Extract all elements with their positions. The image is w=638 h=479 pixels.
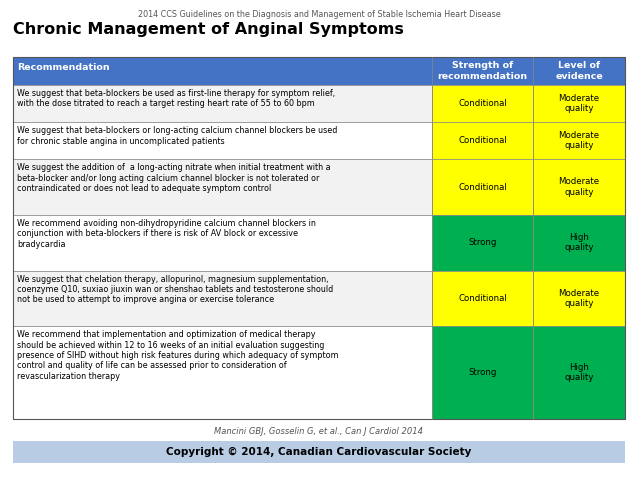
Text: Conditional: Conditional — [458, 136, 507, 145]
Bar — [432, 159, 533, 215]
Text: We suggest that chelation therapy, allopurinol, magnesium supplementation,
coenz: We suggest that chelation therapy, allop… — [17, 274, 333, 304]
Text: Conditional: Conditional — [458, 182, 507, 192]
Bar — [533, 326, 625, 419]
Bar — [432, 122, 533, 159]
Text: 2014 CCS Guidelines on the Diagnosis and Management of Stable Ischemia Heart Dis: 2014 CCS Guidelines on the Diagnosis and… — [138, 10, 500, 19]
Text: Level of
evidence: Level of evidence — [555, 61, 603, 80]
Text: We recommend that implementation and optimization of medical therapy
should be a: We recommend that implementation and opt… — [17, 330, 339, 381]
Text: We recommend avoiding non-dihydropyridine calcium channel blockers in
conjunctio: We recommend avoiding non-dihydropyridin… — [17, 219, 316, 249]
Bar — [432, 85, 533, 122]
Text: We suggest that beta-blockers be used as first-line therapy for symptom relief,
: We suggest that beta-blockers be used as… — [17, 89, 335, 108]
Text: Moderate
quality: Moderate quality — [558, 289, 600, 308]
Bar — [533, 122, 625, 159]
Text: Moderate
quality: Moderate quality — [558, 131, 600, 150]
Bar — [13, 159, 432, 215]
Text: We suggest that beta-blockers or long-acting calcium channel blockers be used
fo: We suggest that beta-blockers or long-ac… — [17, 126, 338, 146]
Text: Strong: Strong — [468, 368, 497, 377]
Bar — [13, 85, 432, 122]
Text: High
quality: High quality — [565, 233, 594, 252]
Text: Moderate
quality: Moderate quality — [558, 177, 600, 197]
Bar — [13, 57, 625, 85]
Text: High
quality: High quality — [565, 363, 594, 382]
Bar — [432, 271, 533, 326]
Bar — [13, 441, 625, 463]
Bar — [13, 271, 432, 326]
Bar — [533, 271, 625, 326]
Bar — [13, 57, 625, 419]
Text: Conditional: Conditional — [458, 294, 507, 303]
Text: Copyright © 2014, Canadian Cardiovascular Society: Copyright © 2014, Canadian Cardiovascula… — [167, 447, 471, 457]
Text: Strength of
recommendation: Strength of recommendation — [438, 61, 528, 80]
Text: We suggest the addition of  a long-acting nitrate when initial treatment with a
: We suggest the addition of a long-acting… — [17, 163, 330, 193]
Bar — [13, 122, 432, 159]
Text: Chronic Management of Anginal Symptoms: Chronic Management of Anginal Symptoms — [13, 22, 404, 37]
Bar — [533, 159, 625, 215]
Bar — [13, 326, 432, 419]
Text: Mancini GBJ, Gosselin G, et al., Can J Cardiol 2014: Mancini GBJ, Gosselin G, et al., Can J C… — [214, 427, 424, 436]
Bar — [533, 85, 625, 122]
Text: Strong: Strong — [468, 238, 497, 247]
Bar — [432, 326, 533, 419]
Bar — [533, 215, 625, 271]
Bar — [432, 215, 533, 271]
Text: Conditional: Conditional — [458, 99, 507, 108]
Bar — [13, 215, 432, 271]
Text: Moderate
quality: Moderate quality — [558, 94, 600, 113]
Text: Recommendation: Recommendation — [17, 63, 110, 72]
